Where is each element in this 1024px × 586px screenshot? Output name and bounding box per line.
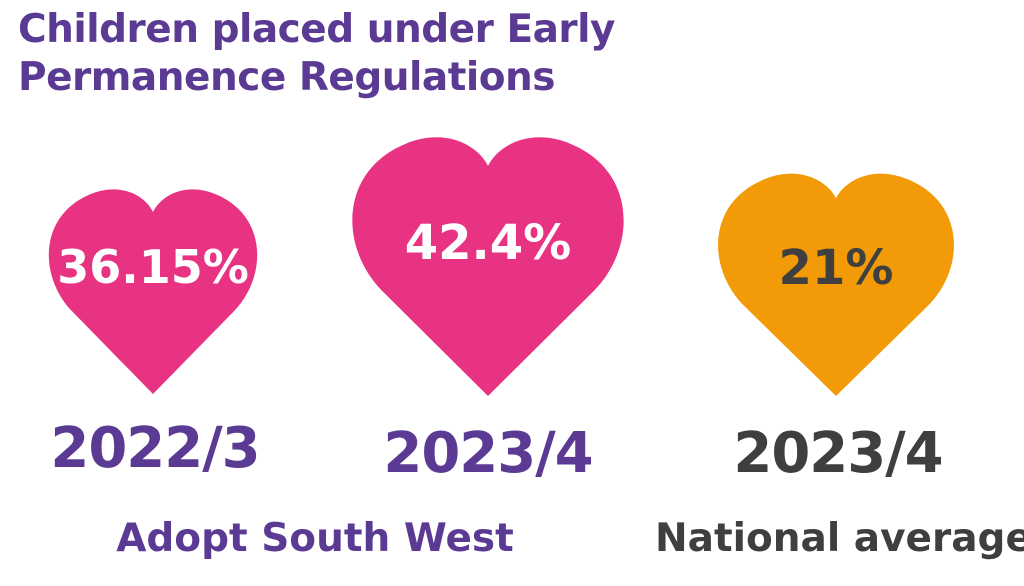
title-line-1: Children placed under Early [18,7,615,52]
title-line-2: Permanence Regulations [18,55,555,100]
value-label: 21% [778,240,894,296]
heart-icon [48,189,258,394]
heart-2023-4-asw: 42.4% [350,133,626,396]
heart-shape [352,137,624,396]
heart-shape [718,173,954,396]
heart-2023-4-national: 21% [716,170,956,396]
value-label: 42.4% [404,215,572,271]
heart-2022-3: 36.15% [47,186,259,394]
heart-icon [352,137,624,396]
chart-title: Children placed under Early Permanence R… [18,6,658,102]
group-label-adopt-south-west: Adopt South West [116,516,514,561]
year-label: 2022/3 [50,416,260,481]
heart-shape [48,189,258,394]
year-label: 2023/4 [733,421,943,486]
year-label: 2023/4 [383,421,593,486]
heart-icon [718,173,954,396]
group-label-national-average: National average [655,516,1024,561]
value-label: 36.15% [57,240,249,294]
